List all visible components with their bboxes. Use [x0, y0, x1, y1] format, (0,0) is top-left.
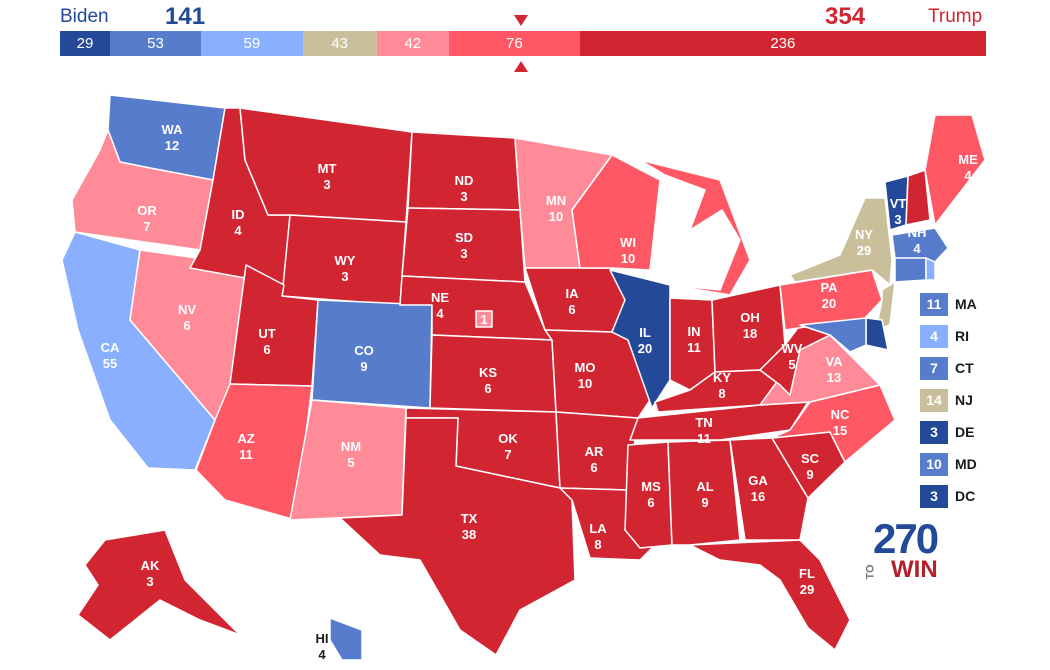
state-nd[interactable]: [407, 131, 521, 211]
threshold-marker-top: [514, 15, 528, 26]
state-az[interactable]: [195, 383, 313, 521]
state-ar[interactable]: [555, 411, 639, 491]
bar-segment[interactable]: 236: [579, 31, 986, 56]
trump-label: Trump: [928, 6, 983, 27]
legend-row-ri[interactable]: 4 RI: [920, 320, 990, 352]
state-co[interactable]: [311, 299, 433, 409]
state-me[interactable]: [924, 114, 986, 226]
bar-segment[interactable]: 59: [201, 31, 303, 56]
legend-abbr-dc: DC: [955, 488, 976, 504]
ne-district-box[interactable]: [475, 310, 493, 328]
legend-row-md[interactable]: 10 MD: [920, 448, 990, 480]
270towin-logo: 270 TO WIN: [865, 515, 953, 584]
logo-to: TO: [864, 564, 877, 580]
state-ak[interactable]: [77, 529, 241, 641]
small-states-legend: 11 MA 4 RI 7 CT 14 NJ 3 DE 10 MD 3 DC: [920, 288, 990, 512]
state-mi[interactable]: [639, 159, 751, 296]
state-wv[interactable]: [759, 324, 831, 396]
biden-total: 141: [165, 3, 206, 30]
bar-segment[interactable]: 76: [448, 31, 580, 56]
legend-ev-ma[interactable]: 11: [920, 292, 948, 316]
state-mt[interactable]: [239, 107, 413, 223]
state-ev-mi: 16: [701, 257, 715, 272]
legend-abbr-ma: MA: [955, 296, 977, 312]
state-label-mi: MI: [701, 241, 715, 256]
state-wi[interactable]: [571, 154, 661, 271]
legend-abbr-ri: RI: [955, 328, 969, 344]
state-nh[interactable]: [905, 169, 931, 226]
biden-label: Biden: [60, 6, 109, 27]
legend-abbr-ct: CT: [955, 360, 974, 376]
trump-total: 354: [825, 3, 866, 30]
legend-row-ma[interactable]: 11 MA: [920, 288, 990, 320]
logo-win: WIN: [891, 556, 938, 583]
legend-ev-ct[interactable]: 7: [920, 356, 948, 380]
state-ny[interactable]: [789, 197, 893, 286]
legend-row-de[interactable]: 3 DE: [920, 416, 990, 448]
state-al[interactable]: [667, 439, 741, 546]
state-ma[interactable]: [891, 227, 949, 263]
legend-ev-de[interactable]: 3: [920, 420, 948, 444]
legend-abbr-de: DE: [955, 424, 975, 440]
logo-number: 270: [873, 515, 939, 562]
state-hi[interactable]: [329, 617, 363, 661]
bar-segment[interactable]: 53: [109, 31, 202, 56]
state-wy[interactable]: [281, 214, 407, 306]
state-ga[interactable]: [729, 437, 809, 541]
threshold-marker-bottom: [514, 61, 528, 72]
legend-ev-dc[interactable]: 3: [920, 484, 948, 508]
state-sd[interactable]: [401, 207, 526, 283]
legend-row-dc[interactable]: 3 DC: [920, 480, 990, 512]
state-label-hi: HI: [316, 631, 329, 646]
legend-row-ct[interactable]: 7 CT: [920, 352, 990, 384]
state-ks[interactable]: [429, 334, 557, 413]
legend-ev-md[interactable]: 10: [920, 452, 948, 476]
bar-segment[interactable]: 43: [302, 31, 377, 56]
state-ms[interactable]: [624, 441, 673, 549]
bar-segment[interactable]: 42: [376, 31, 449, 56]
legend-abbr-md: MD: [955, 456, 977, 472]
state-vt[interactable]: [884, 175, 909, 231]
legend-row-nj[interactable]: 14 NJ: [920, 384, 990, 416]
state-fl[interactable]: [689, 539, 851, 651]
state-md[interactable]: [799, 317, 867, 353]
legend-abbr-nj: NJ: [955, 392, 973, 408]
state-ct[interactable]: [894, 257, 927, 283]
state-ev-hi: 4: [318, 647, 326, 662]
bar-segment[interactable]: 29: [60, 31, 110, 56]
electoral-vote-bar: 29 53 59 43 42 76 236: [60, 31, 986, 56]
state-ri[interactable]: [925, 257, 936, 281]
legend-ev-nj[interactable]: 14: [920, 388, 948, 412]
state-tx[interactable]: [339, 417, 576, 656]
legend-ev-ri[interactable]: 4: [920, 324, 948, 348]
